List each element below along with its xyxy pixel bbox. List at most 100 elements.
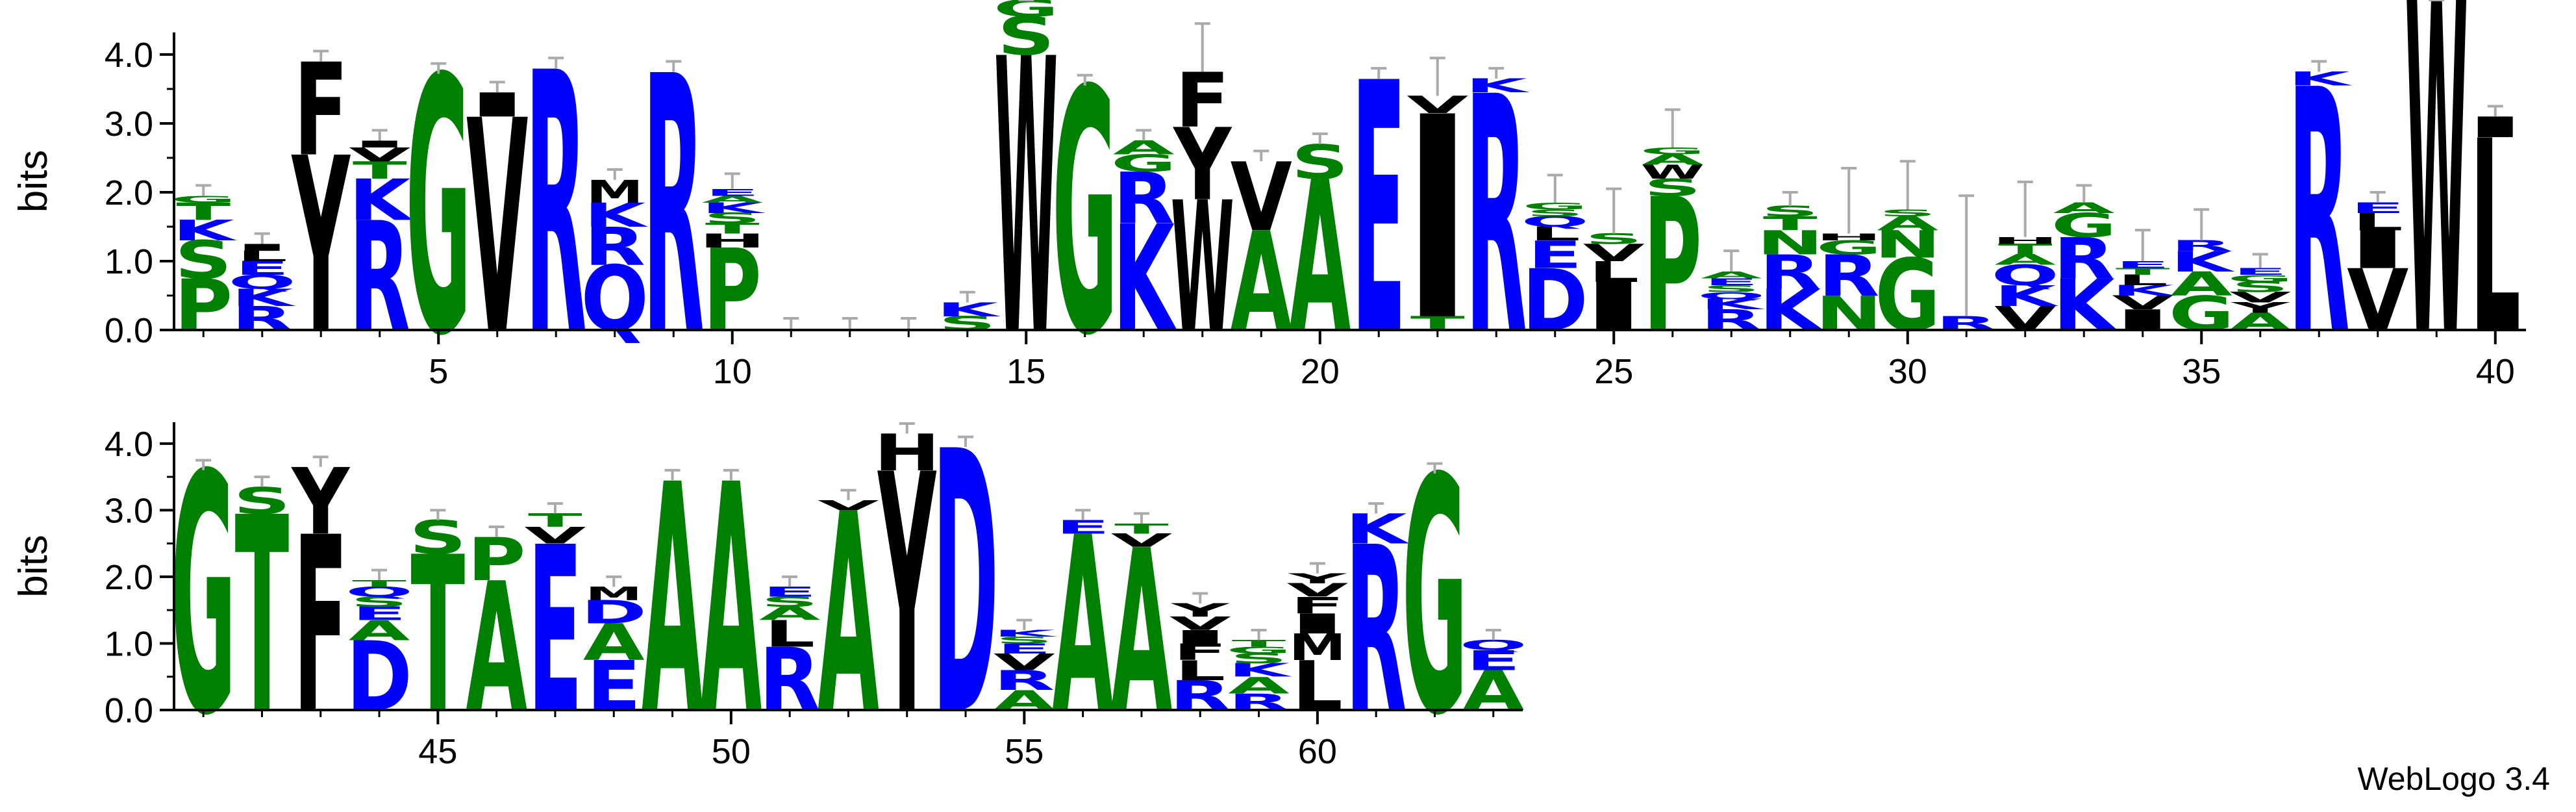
logo-letter-T-pos-32: T — [1998, 241, 2053, 257]
logo-letter-T-pos-4: T — [353, 157, 407, 184]
logo-letter-E-pos-27: E — [1704, 277, 1758, 288]
logo-letter-S-pos-27: S — [1703, 283, 1760, 294]
logo-letter-R-pos-8: R — [584, 217, 645, 277]
error-bar-pos-43 — [312, 455, 329, 467]
error-bar-pos-60 — [1309, 562, 1325, 574]
logo-letter-V-pos-22: V — [1407, 92, 1468, 119]
logo-letter-N-pos-30: N — [1874, 223, 1941, 267]
error-bar-pos-26 — [1664, 108, 1681, 148]
logo-letter-M-pos-48: M — [585, 583, 642, 605]
logo-letter-G-pos-1: G — [171, 194, 236, 205]
error-bar-pos-32 — [2017, 181, 2033, 237]
logo-letter-E-pos-63: E — [1466, 644, 1521, 676]
error-bar-pos-58 — [1192, 592, 1208, 603]
logo-letter-H-pos-53: H — [873, 424, 940, 483]
logo-letter-K-pos-35: K — [2171, 245, 2236, 278]
logo-letter-G-pos-36: G — [2227, 273, 2293, 284]
error-bar-pos-8 — [606, 168, 623, 180]
logo-letter-R-pos-55: R — [994, 665, 1055, 696]
y-tick-label: 4.0 — [105, 425, 153, 464]
logo-letter-K-pos-4: K — [349, 168, 413, 233]
error-bar-pos-17 — [1136, 129, 1152, 141]
error-bar-pos-36 — [2252, 253, 2268, 268]
logo-letter-E-pos-44: E — [352, 603, 406, 624]
logo-letter-A-pos-32: A — [1994, 251, 2056, 268]
logo-letter-K-pos-2: K — [231, 285, 295, 312]
logo-letter-G-pos-29: G — [1816, 237, 1882, 259]
error-bar-pos-34 — [2134, 229, 2151, 261]
logo-letter-A-pos-52: A — [818, 457, 880, 775]
y-axis-label: bits — [11, 150, 56, 212]
logo-letter-W-pos-26: W — [1641, 161, 1705, 183]
logo-letter-V-pos-36: V — [2229, 289, 2291, 305]
error-bar-pos-29 — [1841, 166, 1857, 234]
logo-letter-Y-pos-3: Y — [291, 108, 351, 388]
x-tick-label: 10 — [713, 352, 752, 391]
y-tick-label: 2.0 — [105, 558, 153, 597]
x-tick-label: 20 — [1301, 352, 1340, 391]
logo-letter-K-pos-23: K — [1466, 75, 1530, 97]
error-bar-pos-30 — [1899, 160, 1916, 210]
error-bar-pos-28 — [1782, 190, 1798, 207]
logo-letter-I-pos-38: I — [2343, 220, 2412, 281]
logo-letter-A-pos-51: A — [759, 603, 821, 624]
logo-letter-R-pos-29: R — [1818, 244, 1880, 309]
logo-letter-T-pos-1: T — [176, 198, 231, 225]
logo-letter-S-pos-10: S — [704, 210, 761, 226]
logo-letter-S-pos-42: S — [233, 480, 290, 522]
error-bar-pos-61 — [1368, 502, 1384, 514]
logo-letter-L-pos-34: L — [2118, 272, 2168, 288]
error-bar-pos-21 — [1371, 67, 1387, 79]
error-bar-pos-25 — [1606, 187, 1622, 234]
error-bar-pos-23 — [1488, 67, 1505, 79]
logo-letter-Y-pos-53: Y — [877, 405, 936, 788]
error-bar-pos-12 — [842, 316, 858, 329]
logo-letter-G-pos-24: G — [1522, 201, 1588, 212]
logo-letter-S-pos-44: S — [351, 594, 408, 610]
x-tick-label: 25 — [1594, 352, 1633, 391]
logo-letter-S-pos-36: S — [2232, 279, 2289, 295]
logo-letter-S-pos-15: S — [997, 7, 1055, 68]
x-tick-label: 40 — [2476, 352, 2515, 391]
error-bar-pos-20 — [1312, 132, 1328, 144]
logo-letter-F-pos-18: F — [1175, 57, 1230, 145]
logo-letter-K-pos-33: K — [2053, 265, 2118, 348]
logo-letter-K-pos-59: K — [1228, 659, 1292, 681]
logo-letter-K-pos-34: K — [2112, 283, 2176, 299]
error-bar-pos-9 — [666, 60, 682, 72]
error-bar-pos-1 — [195, 184, 212, 196]
error-bar-pos-2 — [254, 232, 270, 244]
y-tick-label: 3.0 — [105, 491, 153, 530]
logo-letter-G-pos-33: G — [2051, 207, 2117, 245]
logo-letter-R-pos-61: R — [1345, 500, 1407, 765]
logo-letter-E-pos-55: E — [997, 641, 1051, 657]
error-bar-pos-16 — [1077, 73, 1093, 86]
error-bar-pos-51 — [782, 575, 798, 587]
logo-letter-Q-pos-27: Q — [1697, 290, 1765, 301]
logo-letter-D-pos-48: D — [581, 594, 647, 631]
error-bar-pos-18 — [1194, 22, 1210, 72]
logo-letter-F-pos-58: F — [1173, 639, 1227, 666]
logo-letter-L-pos-2: L — [237, 248, 288, 264]
logo-letter-K-pos-32: K — [1994, 279, 2059, 312]
logo-letter-E-pos-36: E — [2233, 266, 2288, 277]
x-tick-label: 60 — [1298, 732, 1337, 771]
error-bar-pos-7 — [548, 57, 564, 69]
error-bar-pos-52 — [840, 488, 857, 500]
y-axis-label: bits — [11, 535, 56, 597]
x-tick-label: 30 — [1888, 352, 1927, 391]
y-tick-label: 3.0 — [105, 105, 153, 144]
logo-letter-A-pos-27: A — [1701, 270, 1763, 281]
error-bar-pos-47 — [547, 502, 563, 514]
logo-letter-A-pos-46: A — [466, 546, 527, 753]
logo-letter-A-pos-48: A — [583, 614, 645, 672]
logo-letter-R-pos-7: R — [525, 0, 587, 415]
y-tick-label: 0.0 — [105, 311, 153, 350]
weblogo-credit: WebLogo 3.4 — [2357, 761, 2550, 797]
logo-letter-V-pos-4: V — [349, 144, 410, 166]
error-bar-pos-45 — [430, 509, 446, 520]
logo-letter-A-pos-17: A — [1113, 137, 1175, 159]
logo-letter-H-pos-10: H — [699, 230, 766, 252]
y-tick-label: 4.0 — [105, 36, 153, 75]
